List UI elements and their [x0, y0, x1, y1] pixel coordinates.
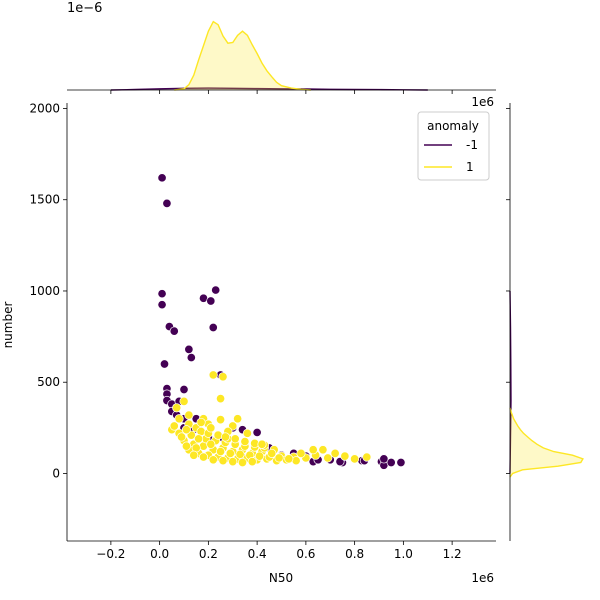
- scatter-point: [179, 396, 189, 406]
- scatter-point: [179, 384, 189, 395]
- y-tick-label: 1000: [29, 284, 60, 298]
- scatter-point: [230, 434, 240, 444]
- x-tick-label: −0.2: [96, 547, 125, 561]
- y-axis-label: number: [1, 302, 15, 349]
- legend-title: anomaly: [427, 119, 479, 133]
- legend-label: -1: [466, 138, 478, 152]
- x-tick-label: 1.0: [394, 547, 413, 561]
- scatter-point: [186, 353, 196, 363]
- scatter-point: [267, 448, 277, 458]
- scatter-point: [220, 432, 230, 442]
- scatter-point: [284, 454, 294, 464]
- right-kde-line: [509, 407, 584, 478]
- y-tick-label: 1500: [29, 193, 60, 207]
- main-axes: −0.2 0.0 0.2 0.4 0.6 0.8 1.0 1.2 0 500 1000 1500 200…: [29, 90, 510, 561]
- right-kde-line: [509, 290, 512, 474]
- scatter-point: [189, 450, 199, 460]
- scatter-point: [379, 454, 389, 464]
- scatter-point: [318, 445, 328, 455]
- scatter-point: [198, 452, 209, 462]
- scatter-point: [247, 457, 257, 467]
- scatter-point: [218, 456, 228, 466]
- legend-label: 1: [466, 160, 474, 174]
- scatter-point: [181, 441, 191, 451]
- scatter-point: [162, 198, 172, 208]
- scatter-point: [208, 322, 218, 333]
- legend: anomaly -1 1: [417, 111, 490, 181]
- scatter-point: [169, 421, 179, 431]
- y-tick-label: 0: [52, 466, 60, 480]
- scatter-point: [362, 452, 372, 462]
- scatter-point: [206, 423, 216, 433]
- scatter-point: [330, 448, 340, 458]
- scatter-point: [240, 436, 250, 447]
- axes-frame: [66, 103, 496, 542]
- x-tick-label: 0.2: [199, 547, 218, 561]
- x-tick-label: 0.4: [248, 547, 267, 561]
- scatter-point: [296, 448, 306, 458]
- x-tick-label: 0.0: [150, 547, 169, 561]
- right-kde-fill: [510, 407, 583, 478]
- scatter-point: [308, 445, 318, 455]
- scatter-point: [174, 414, 184, 424]
- scatter-point: [257, 439, 267, 449]
- top-kde-line: [174, 20, 311, 91]
- scatter-point: [218, 372, 228, 382]
- y-offset-label: 1e6: [471, 95, 494, 109]
- scatter-point: [211, 285, 221, 295]
- scatter-point: [206, 439, 216, 449]
- scatter-point: [225, 448, 235, 458]
- scatter-point: [216, 447, 226, 457]
- scatter-point: [396, 457, 406, 468]
- right-marginal-plot: [509, 103, 584, 541]
- scatter-point: [157, 289, 167, 299]
- scatter-point: [157, 173, 167, 183]
- scatter-point: [216, 394, 226, 404]
- top-kde-line: [110, 87, 428, 91]
- legend-box: [417, 111, 490, 181]
- y-tick-label: 500: [37, 375, 60, 389]
- scatter-point: [323, 453, 333, 463]
- scatter-point: [242, 428, 252, 438]
- scatter-points: [157, 173, 406, 470]
- x-tick-label: 1.2: [443, 547, 462, 561]
- scatter-point: [386, 457, 396, 468]
- scatter-point: [233, 414, 243, 424]
- scatter-point: [237, 457, 248, 468]
- scatter-point: [206, 296, 216, 306]
- scatter-point: [184, 410, 194, 420]
- top-offset-label: 1e−6: [67, 1, 102, 16]
- scatter-point: [159, 359, 170, 369]
- scatter-point: [177, 432, 187, 442]
- scatter-point: [169, 326, 179, 336]
- scatter-point: [208, 370, 218, 380]
- x-axis-label: N50: [269, 571, 293, 585]
- scatter-point: [274, 453, 284, 463]
- top-kde-fill: [174, 21, 311, 91]
- scatter-point: [181, 425, 191, 435]
- x-offset-label: 1e6: [471, 571, 494, 585]
- scatter-point: [184, 344, 194, 354]
- scatter-point: [194, 434, 204, 444]
- scatter-point: [157, 300, 167, 310]
- scatter-point: [196, 417, 206, 427]
- scatter-point: [172, 403, 182, 413]
- scatter-point: [235, 449, 245, 459]
- scatter-point: [350, 454, 360, 464]
- x-tick-label: 0.6: [296, 547, 315, 561]
- scatter-point: [340, 451, 350, 461]
- scatter-point: [255, 451, 265, 461]
- scatter-point: [228, 457, 238, 467]
- top-marginal-plot: [67, 20, 496, 91]
- scatter-point: [216, 415, 226, 425]
- y-tick-label: 2000: [29, 101, 60, 115]
- x-tick-label: 0.8: [345, 547, 364, 561]
- scatter-point: [208, 455, 218, 465]
- scatter-point: [252, 427, 262, 437]
